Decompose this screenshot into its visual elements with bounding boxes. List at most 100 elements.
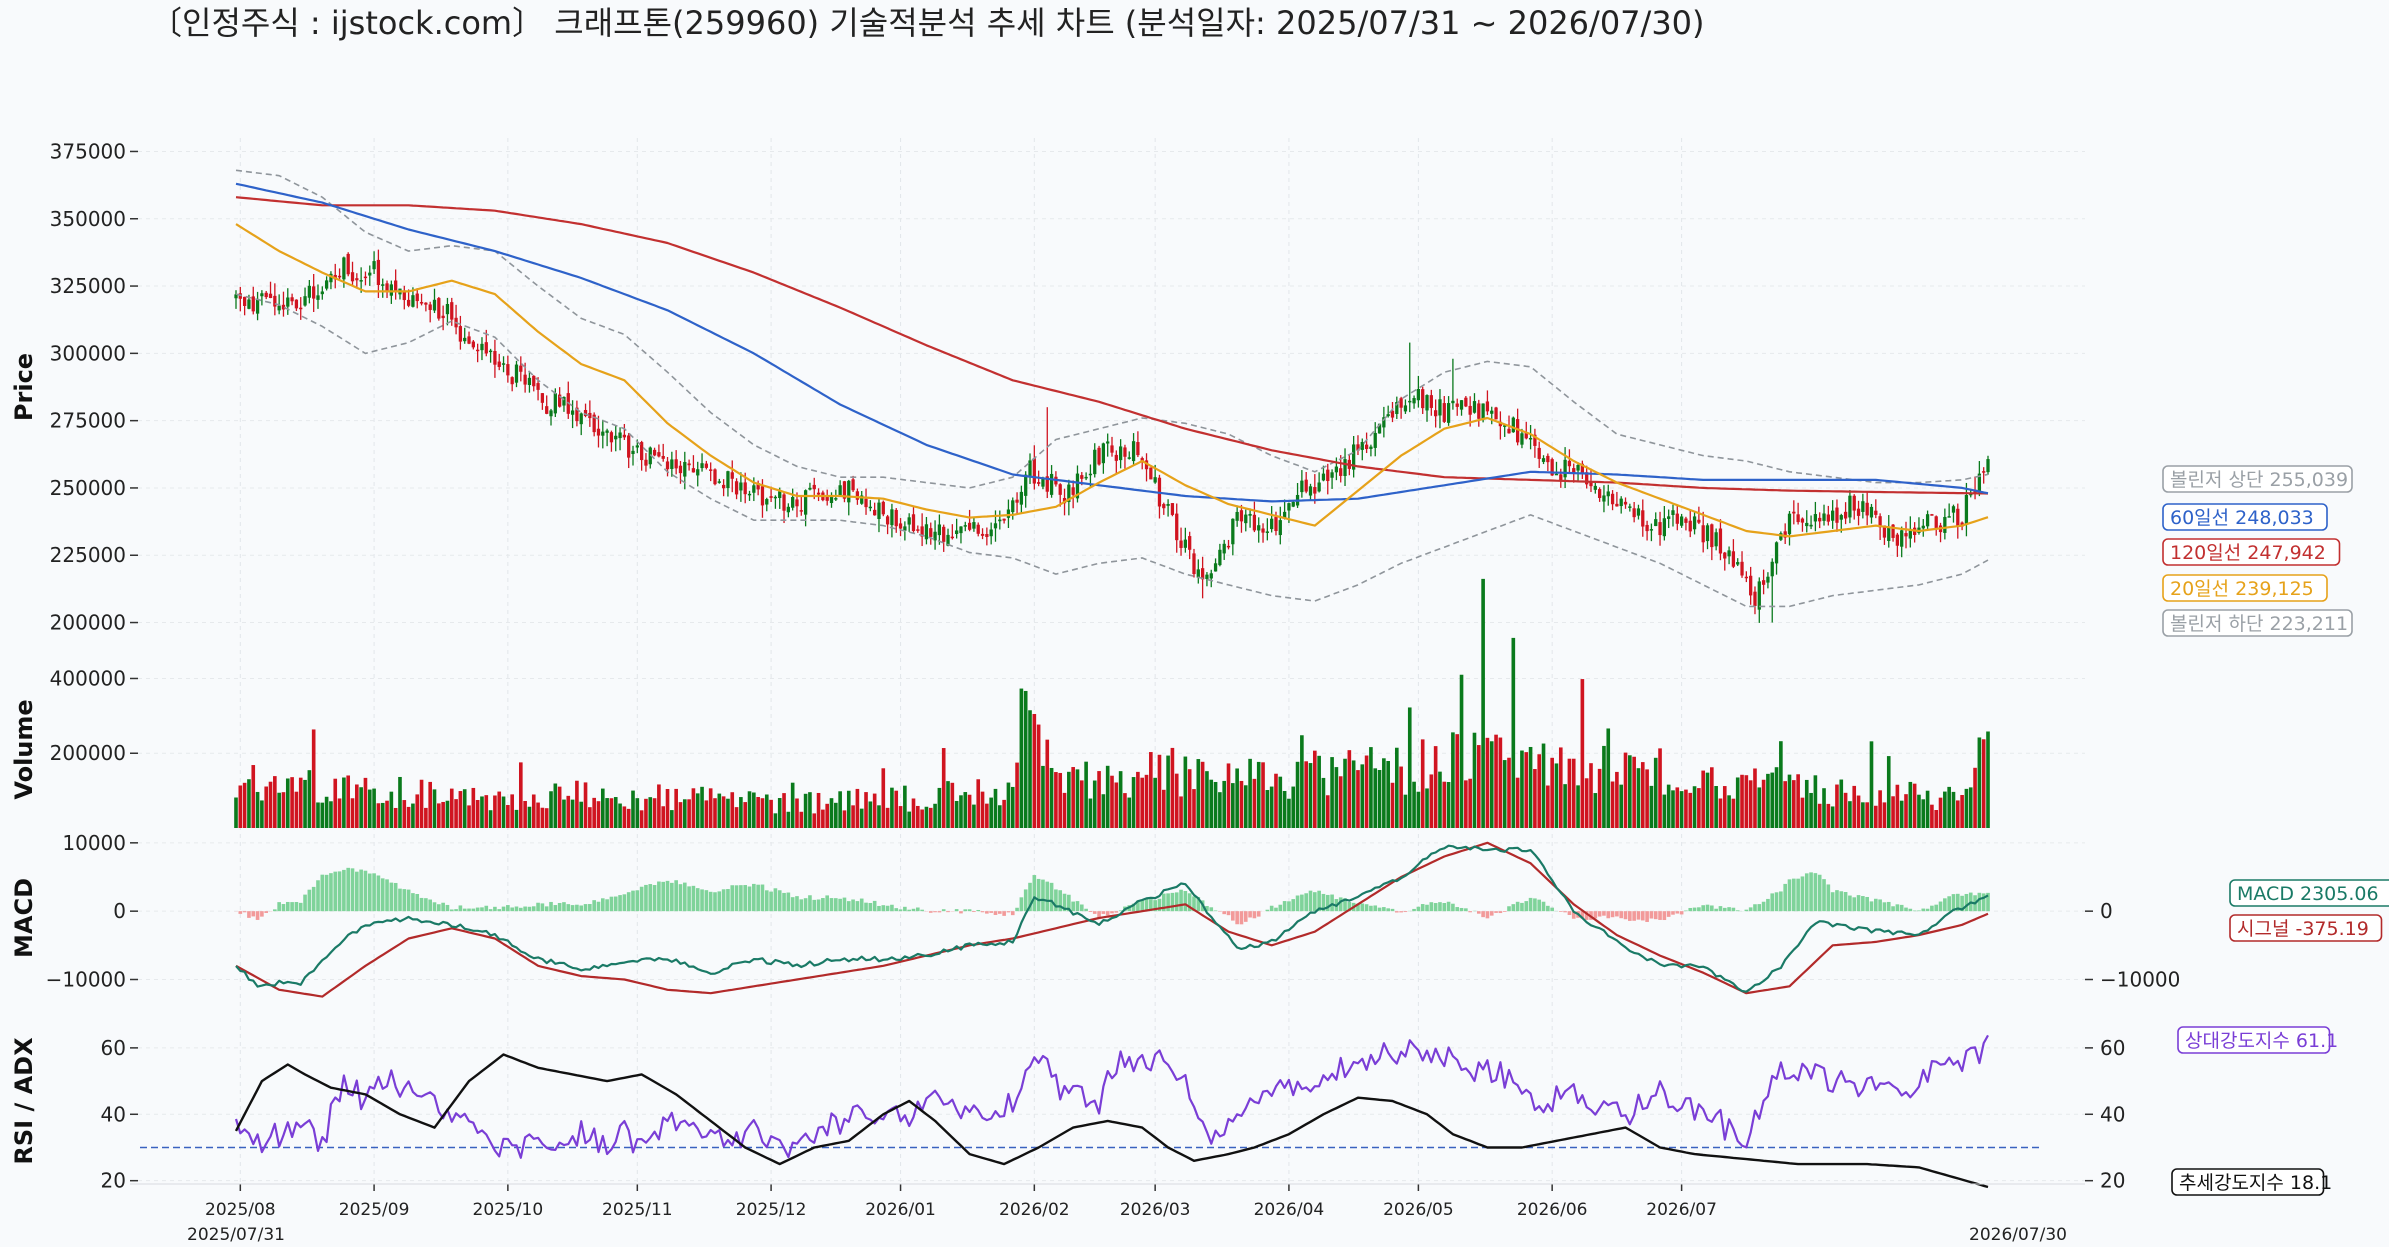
volume-bar (514, 809, 519, 828)
volume-bar (1731, 798, 1736, 828)
candle-down (1442, 403, 1446, 422)
macd-histogram-bar (1584, 911, 1589, 920)
rsi-y-right-tick-label: 20 (2100, 1169, 2125, 1193)
candle-up (1757, 581, 1761, 610)
candle-down (1356, 444, 1360, 451)
macd-histogram-bar (1196, 897, 1201, 912)
volume-bar (1485, 737, 1490, 828)
volume-bar (657, 784, 661, 828)
candle-up (1377, 423, 1382, 434)
volume-bar (1140, 777, 1145, 828)
macd-histogram-bar (238, 911, 243, 914)
macd-histogram-bar (1917, 910, 1921, 912)
macd-histogram-bar (333, 871, 338, 912)
macd-histogram-bar (1464, 908, 1468, 912)
candle-down (1753, 591, 1757, 606)
macd-histogram-bar (946, 911, 950, 913)
volume-bar (980, 791, 985, 828)
volume-bar (1917, 794, 1921, 828)
candle-down (1710, 524, 1714, 548)
candle-down (558, 394, 562, 407)
volume-bar (1394, 747, 1399, 828)
macd-histogram-bar (1727, 907, 1731, 912)
volume-bar (1541, 743, 1546, 828)
macd-histogram-bar (1451, 903, 1455, 912)
candle-up (320, 291, 324, 295)
candle-down (985, 534, 989, 538)
volume-bar (924, 806, 929, 828)
candle-up (1787, 513, 1792, 535)
volume-bar (1313, 750, 1317, 828)
legend-adx-text: 추세강도지수 18.1 (2179, 1172, 2332, 1194)
volume-bar (1174, 773, 1179, 828)
candle-up (1106, 441, 1110, 444)
macd-histogram-bar (1606, 911, 1611, 919)
macd-histogram-bar (1494, 911, 1498, 913)
candle-down (687, 463, 691, 466)
macd-histogram-bar (389, 882, 394, 912)
volume-bar (786, 811, 791, 828)
legend-band-0: 볼린저 상단 255,039 (2162, 465, 2353, 493)
candle-up (1451, 400, 1455, 404)
macd-histogram-bar (1192, 896, 1196, 912)
candle-down (1701, 525, 1705, 543)
volume-bar (1938, 797, 1943, 828)
candle-down (1658, 522, 1662, 536)
macd-histogram-bar (657, 881, 661, 912)
price-y-tick-label: 350000 (50, 207, 126, 231)
macd-histogram-bar (523, 906, 527, 912)
macd-histogram-bar (1964, 893, 1969, 912)
volume-bar (1813, 775, 1818, 828)
volume-bar (1610, 781, 1615, 828)
candle-up (937, 524, 942, 536)
volume-bar (1369, 747, 1373, 828)
macd-histogram-bar (1153, 900, 1157, 912)
candle-up (1822, 513, 1826, 521)
macd-histogram-bar (730, 885, 735, 912)
x-tick-label: 2026/07 (1646, 1200, 1717, 1220)
macd-histogram-bar (411, 893, 415, 912)
volume-y-axis-label: Volume (10, 699, 38, 799)
candle-down (661, 455, 665, 459)
volume-bar (1304, 761, 1308, 828)
candle-down (424, 302, 428, 305)
candle-up (1317, 482, 1321, 492)
candle-down (1800, 518, 1805, 523)
volume-bar (834, 802, 838, 828)
volume-bar (285, 778, 290, 828)
macd-histogram-bar (579, 905, 584, 912)
candle-up (1528, 437, 1533, 440)
volume-bar (1502, 760, 1507, 828)
candle-down (1032, 458, 1036, 484)
volume-bar (1498, 737, 1503, 828)
volume-bar (821, 809, 825, 828)
candle-down (894, 509, 898, 527)
candle-up (1183, 539, 1187, 548)
volume-bar (428, 781, 432, 828)
macd-histogram-bar (631, 890, 635, 912)
macd-histogram-bar (1325, 894, 1330, 912)
volume-bar (320, 802, 325, 828)
macd-histogram-bar (1666, 911, 1671, 917)
candle-down (1507, 428, 1511, 434)
volume-bar (1649, 785, 1654, 828)
volume-bar (652, 798, 657, 828)
legend-signal-text: 시그널 -375.19 (2237, 918, 2369, 940)
volume-bar (1390, 782, 1395, 828)
candle-up (670, 459, 674, 469)
candle-up (1809, 524, 1813, 527)
volume-bar (1822, 788, 1826, 828)
candle-up (501, 363, 506, 365)
macd-histogram-bar (812, 899, 817, 912)
volume-bar (769, 799, 773, 828)
x-tick-label: 2025/10 (473, 1200, 544, 1220)
macd-histogram-bar (1131, 903, 1136, 912)
macd-histogram-bar (1287, 901, 1291, 912)
macd-histogram-bar (1528, 897, 1533, 912)
macd-histogram-bar (1412, 908, 1416, 912)
volume-bar (480, 796, 484, 828)
macd-histogram-bar (329, 873, 333, 912)
candle-up (605, 430, 609, 433)
volume-bar (1110, 775, 1114, 828)
candle-down (450, 302, 454, 320)
